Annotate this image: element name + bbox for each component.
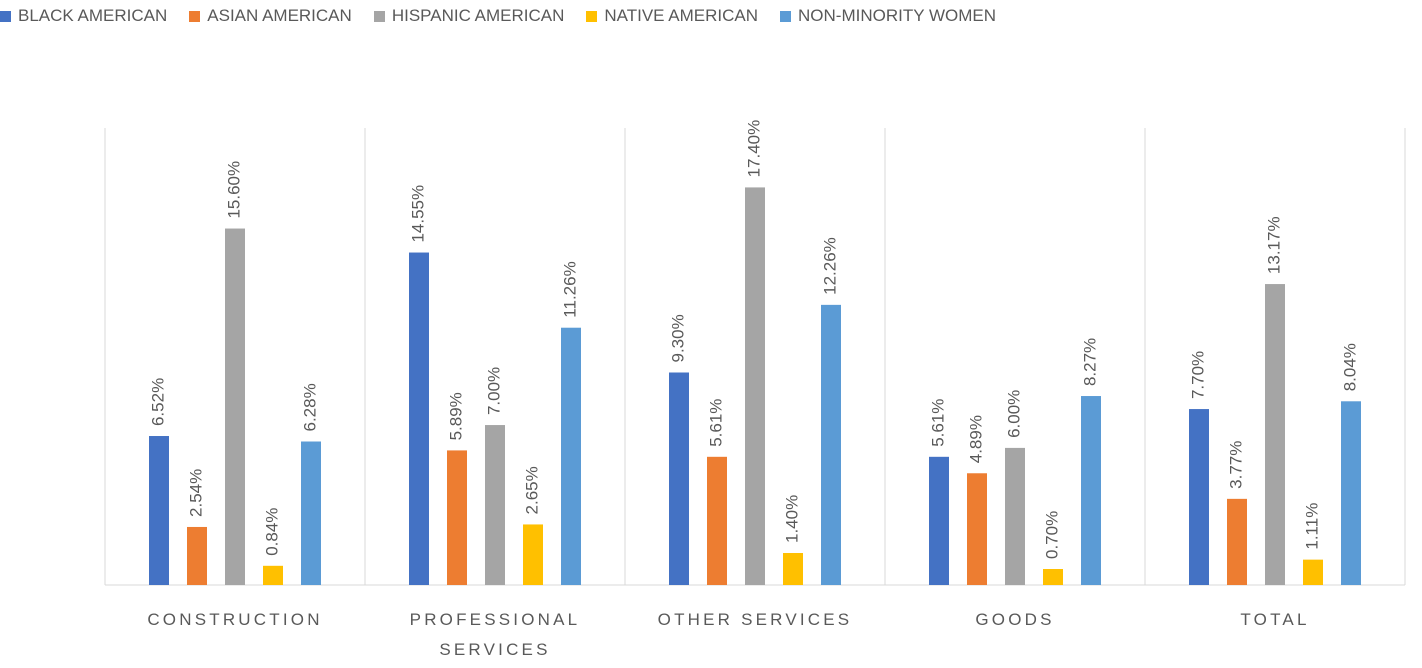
legend-item: NATIVE AMERICAN xyxy=(586,6,758,26)
bar xyxy=(1043,569,1063,585)
data-label: 5.61% xyxy=(706,399,725,447)
x-tick-label: CONSTRUCTION xyxy=(147,610,323,629)
x-tick-label: PROFESSIONAL SERVICES xyxy=(409,610,581,659)
bar xyxy=(409,252,429,585)
data-label: 2.54% xyxy=(186,469,205,517)
data-label: 7.70% xyxy=(1188,351,1207,399)
legend: BLACK AMERICAN ASIAN AMERICAN HISPANIC AME… xyxy=(0,6,996,26)
bar xyxy=(1081,396,1101,585)
legend-label: BLACK AMERICAN xyxy=(18,6,168,25)
data-label: 5.89% xyxy=(446,392,465,440)
data-label: 6.28% xyxy=(300,383,319,431)
legend-swatch xyxy=(586,10,598,22)
legend-item: ASIAN AMERICAN xyxy=(189,6,352,26)
legend-swatch xyxy=(373,10,385,22)
bar xyxy=(1341,401,1361,585)
bar xyxy=(447,450,467,585)
legend-swatch xyxy=(0,10,11,22)
data-label: 7.00% xyxy=(484,367,503,415)
data-label: 2.65% xyxy=(522,466,541,514)
legend-swatch xyxy=(189,10,201,22)
data-label: 13.17% xyxy=(1264,216,1283,274)
data-label: 1.40% xyxy=(782,495,801,543)
bar xyxy=(301,441,321,585)
data-label: 15.60% xyxy=(224,161,243,219)
bar xyxy=(1227,498,1247,585)
data-label: 0.70% xyxy=(1042,511,1061,559)
data-label: 6.00% xyxy=(1004,390,1023,438)
bar xyxy=(561,327,581,585)
bar xyxy=(967,473,987,585)
data-label: 8.27% xyxy=(1080,338,1099,386)
bar xyxy=(263,565,283,585)
legend-item: HISPANIC AMERICAN xyxy=(373,6,565,26)
data-label: 14.55% xyxy=(408,185,427,243)
legend-label: NON-MINORITY WOMEN xyxy=(798,6,997,25)
bar xyxy=(1189,409,1209,585)
legend-item: BLACK AMERICAN xyxy=(0,6,167,26)
legend-item: NON-MINORITY WOMEN xyxy=(780,6,996,26)
bar xyxy=(669,372,689,585)
bar xyxy=(187,526,207,585)
data-label: 8.04% xyxy=(1340,343,1359,391)
bar xyxy=(523,524,543,585)
data-label: 11.26% xyxy=(560,261,579,317)
x-tick-label: GOODS xyxy=(975,610,1055,629)
data-label: 9.30% xyxy=(668,314,687,362)
data-label: 4.89% xyxy=(966,415,985,463)
bar xyxy=(225,228,245,586)
bar xyxy=(821,304,841,585)
legend-label: NATIVE AMERICAN xyxy=(604,6,759,25)
bar xyxy=(1303,559,1323,585)
data-label: 3.77% xyxy=(1226,441,1245,489)
bar xyxy=(1265,284,1285,585)
bar xyxy=(149,436,169,585)
legend-label: HISPANIC AMERICAN xyxy=(391,6,565,25)
bar xyxy=(1005,447,1025,585)
data-label: 0.84% xyxy=(262,508,281,556)
bar xyxy=(707,456,727,585)
x-tick-label: OTHER SERVICES xyxy=(657,610,853,629)
data-label: 12.26% xyxy=(820,237,839,295)
x-tick-label: TOTAL xyxy=(1240,610,1310,629)
bar xyxy=(485,425,505,585)
bar xyxy=(783,553,803,585)
bar xyxy=(745,187,765,585)
data-label: 1.11% xyxy=(1302,503,1321,550)
bar xyxy=(929,456,949,585)
legend-swatch xyxy=(780,10,792,22)
data-label: 5.61% xyxy=(928,399,947,447)
data-label: 6.52% xyxy=(148,378,167,426)
data-label: 17.40% xyxy=(744,120,763,178)
legend-label: ASIAN AMERICAN xyxy=(207,6,352,25)
